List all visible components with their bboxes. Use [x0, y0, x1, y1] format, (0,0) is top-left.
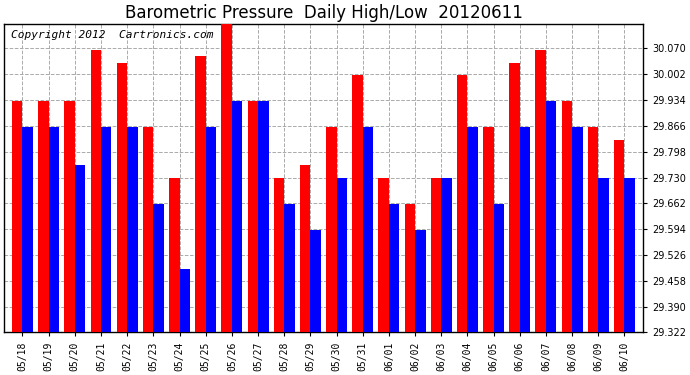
Bar — [75, 165, 86, 332]
Bar — [546, 101, 556, 332]
Bar — [483, 127, 493, 332]
Bar — [353, 75, 363, 332]
Bar — [378, 177, 389, 332]
Bar — [363, 127, 373, 332]
Bar — [614, 140, 624, 332]
Bar — [49, 127, 59, 332]
Bar — [520, 127, 530, 332]
Bar — [23, 127, 33, 332]
Bar — [457, 75, 467, 332]
Bar — [284, 204, 295, 332]
Bar — [337, 177, 347, 332]
Bar — [300, 165, 310, 332]
Bar — [64, 101, 75, 332]
Bar — [232, 101, 242, 332]
Bar — [206, 127, 216, 332]
Bar — [12, 101, 23, 332]
Bar — [310, 230, 321, 332]
Bar — [431, 177, 442, 332]
Bar — [258, 101, 268, 332]
Bar — [127, 127, 137, 332]
Bar — [248, 101, 258, 332]
Bar — [562, 101, 572, 332]
Bar — [572, 127, 582, 332]
Bar — [153, 204, 164, 332]
Bar — [509, 63, 520, 332]
Bar — [467, 127, 478, 332]
Text: Copyright 2012  Cartronics.com: Copyright 2012 Cartronics.com — [10, 30, 213, 40]
Title: Barometric Pressure  Daily High/Low  20120611: Barometric Pressure Daily High/Low 20120… — [125, 4, 522, 22]
Bar — [274, 177, 284, 332]
Bar — [221, 24, 232, 332]
Bar — [38, 101, 49, 332]
Bar — [101, 127, 112, 332]
Bar — [90, 50, 101, 332]
Bar — [415, 230, 426, 332]
Bar — [195, 56, 206, 332]
Bar — [535, 50, 546, 332]
Bar — [598, 177, 609, 332]
Bar — [442, 177, 452, 332]
Bar — [493, 204, 504, 332]
Bar — [169, 177, 179, 332]
Bar — [624, 177, 635, 332]
Bar — [143, 127, 153, 332]
Bar — [404, 204, 415, 332]
Bar — [389, 204, 400, 332]
Bar — [117, 63, 127, 332]
Bar — [179, 268, 190, 332]
Bar — [588, 127, 598, 332]
Bar — [326, 127, 337, 332]
